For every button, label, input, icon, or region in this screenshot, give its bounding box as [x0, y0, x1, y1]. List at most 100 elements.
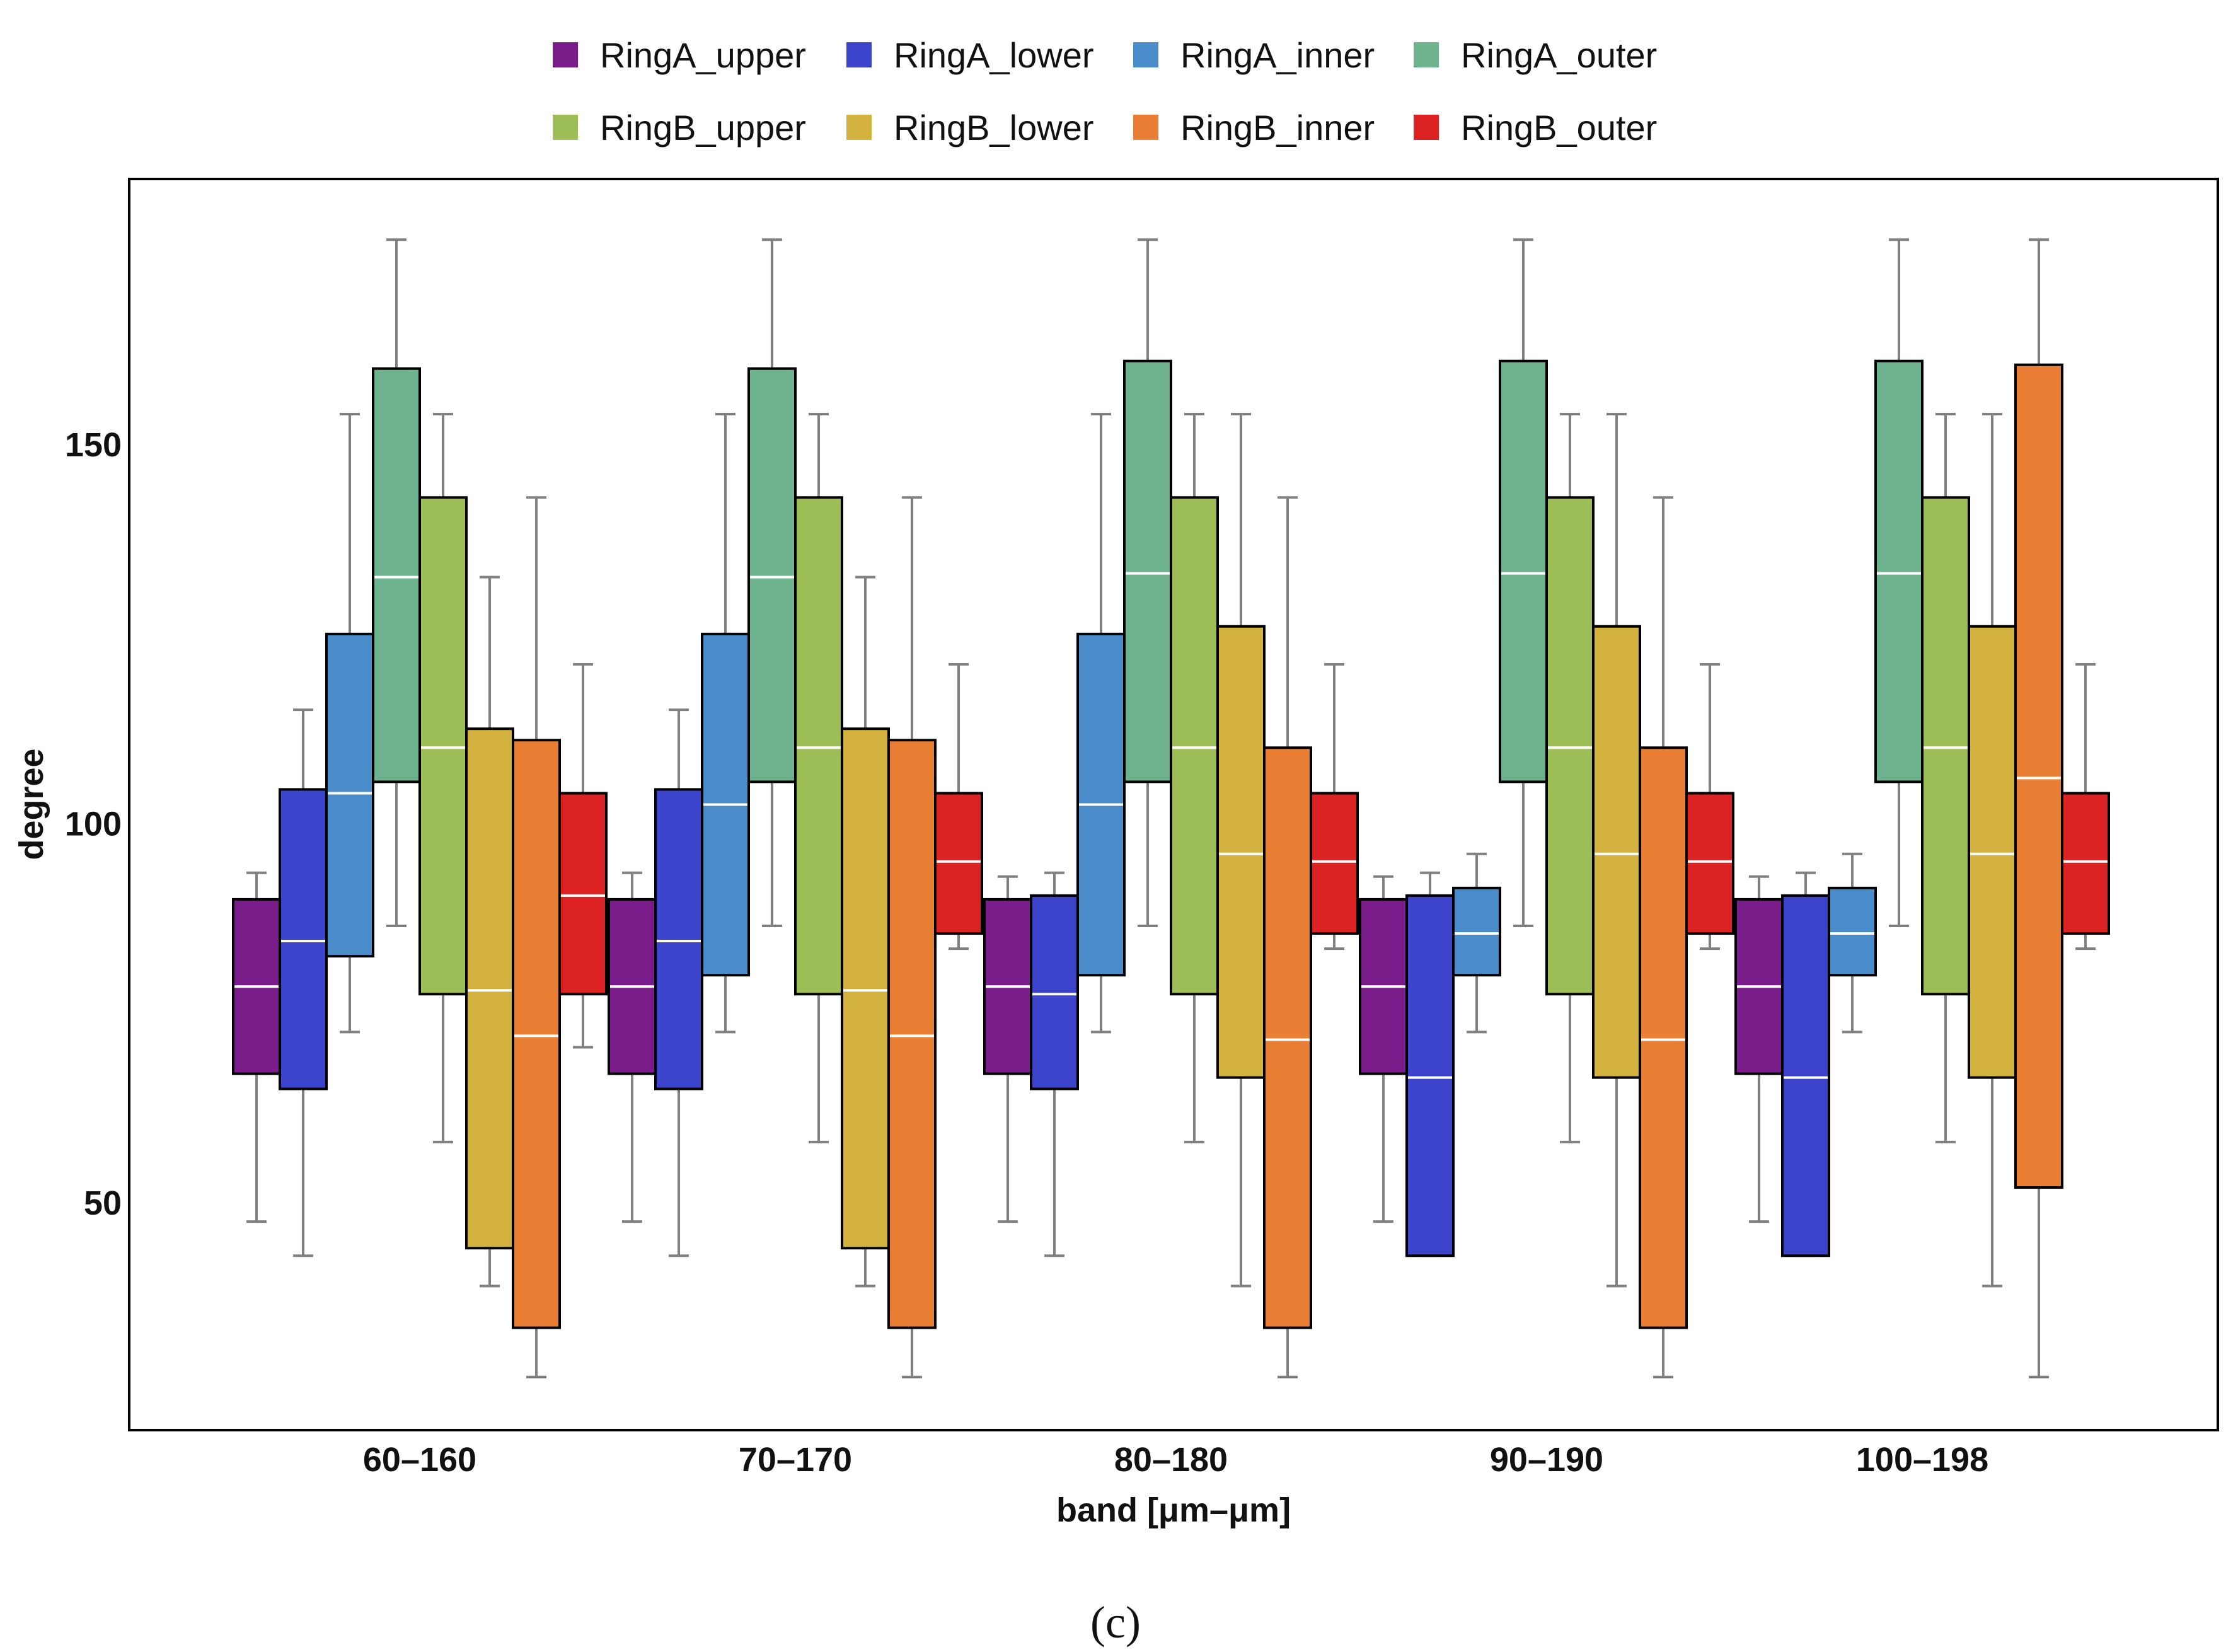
legend-item-ringb-inner: RingB_inner	[1133, 108, 1375, 147]
legend-item-ringa-inner: RingA_inner	[1133, 35, 1375, 75]
y-axis-label: degree	[13, 748, 50, 860]
box-ringa-lower-3	[1030, 871, 1079, 1257]
y-tick-label: 100	[65, 806, 122, 843]
legend-item-ringb-lower: RingB_lower	[846, 108, 1094, 147]
box-body	[1968, 625, 2017, 1079]
figure-caption: (c)	[1090, 1597, 1141, 1648]
box-body	[1170, 496, 1219, 996]
box-ringa-outer-1	[372, 238, 421, 927]
box-ringa-inner-5	[1828, 852, 1877, 1034]
legend-swatch	[846, 42, 872, 67]
box-ringa-inner-4	[1452, 852, 1501, 1034]
x-tick-label: 90–190	[1490, 1441, 1603, 1479]
y-axis: 50 100 150	[65, 426, 122, 1222]
box-body	[1781, 894, 1830, 1257]
box-ringb-lower-5	[1968, 412, 2017, 1288]
legend-label: RingA_lower	[894, 35, 1094, 75]
legend-item-ringa-outer: RingA_outer	[1414, 35, 1657, 75]
x-axis-label: band [μm–μm]	[1056, 1491, 1291, 1529]
box-body	[1216, 625, 1266, 1079]
box-ringb-upper-3	[1170, 412, 1219, 1143]
box-ringa-lower-5	[1781, 871, 1830, 1257]
box-ringa-outer-2	[747, 238, 797, 927]
box-ringb-inner-2	[887, 496, 937, 1378]
legend-swatch	[553, 115, 578, 140]
box-body	[1639, 746, 1688, 1329]
boxes	[232, 238, 2110, 1378]
legend-swatch	[846, 115, 872, 140]
box-body	[465, 727, 514, 1250]
box-ringb-upper-1	[418, 412, 468, 1143]
legend-swatch	[1414, 115, 1439, 140]
box-body	[887, 739, 937, 1329]
box-ringb-inner-1	[512, 496, 561, 1378]
legend-swatch	[553, 42, 578, 67]
box-ringa-lower-1	[279, 708, 328, 1257]
box-body	[2014, 363, 2063, 1189]
box-body	[1310, 792, 1359, 935]
legend-label: RingB_lower	[894, 108, 1094, 147]
box-body	[1874, 359, 1924, 783]
box-ringa-inner-3	[1076, 412, 1126, 1034]
box-ringb-lower-1	[465, 575, 514, 1288]
legend-item-ringa-lower: RingA_lower	[846, 35, 1094, 75]
legend: RingA_upper RingA_lower RingA_inner RingA_o…	[553, 35, 1657, 147]
box-body	[1545, 496, 1595, 996]
box-body	[279, 788, 328, 1090]
box-body	[747, 367, 797, 783]
legend-label: RingB_outer	[1461, 108, 1657, 147]
legend-item-ringb-upper: RingB_upper	[553, 108, 806, 147]
box-ringb-inner-3	[1263, 496, 1312, 1378]
y-tick-label: 50	[84, 1184, 122, 1222]
box-ringa-upper-2	[608, 871, 657, 1223]
box-ringa-lower-2	[654, 708, 703, 1257]
legend-swatch	[1414, 42, 1439, 67]
box-ringb-outer-3	[1310, 662, 1359, 950]
box-ringa-outer-3	[1123, 238, 1172, 927]
box-ringa-inner-1	[325, 412, 374, 1034]
x-tick-label: 70–170	[739, 1441, 852, 1479]
legend-label: RingB_upper	[600, 108, 806, 147]
box-ringa-upper-1	[232, 871, 281, 1223]
legend-label: RingA_upper	[600, 35, 806, 75]
box-ringb-lower-3	[1216, 412, 1266, 1288]
box-body	[1592, 625, 1641, 1079]
box-ringa-lower-4	[1405, 871, 1455, 1257]
box-ringb-inner-4	[1639, 496, 1688, 1378]
box-body	[512, 739, 561, 1329]
box-body	[1921, 496, 1970, 996]
box-body	[1030, 894, 1079, 1090]
box-ringb-lower-2	[841, 575, 890, 1288]
box-ringa-outer-5	[1874, 238, 1924, 927]
box-ringa-outer-4	[1499, 238, 1548, 927]
box-body	[1123, 359, 1172, 783]
box-ringb-outer-4	[1685, 662, 1734, 950]
box-ringb-inner-5	[2014, 238, 2063, 1378]
box-body	[1828, 886, 1877, 977]
legend-label: RingA_outer	[1461, 35, 1657, 75]
x-axis: 60–160 70–170 80–180 90–190 100–198	[363, 1441, 1988, 1479]
box-body	[1405, 894, 1455, 1257]
box-body	[794, 496, 843, 996]
legend-label: RingA_inner	[1180, 35, 1375, 75]
x-tick-label: 100–198	[1856, 1441, 1988, 1479]
legend-label: RingB_inner	[1180, 108, 1375, 147]
box-ringa-upper-3	[983, 875, 1032, 1223]
legend-swatch	[1133, 42, 1158, 67]
legend-item-ringb-outer: RingB_outer	[1414, 108, 1657, 147]
legend-swatch	[1133, 115, 1158, 140]
box-body	[1499, 359, 1548, 783]
box-body	[325, 632, 374, 958]
box-body	[934, 792, 983, 935]
box-body	[1452, 886, 1501, 977]
box-ringa-upper-5	[1734, 875, 1784, 1223]
x-tick-label: 60–160	[363, 1441, 476, 1479]
box-body	[558, 792, 608, 996]
box-body	[1263, 746, 1312, 1329]
box-body	[2061, 792, 2110, 935]
y-tick-label: 150	[65, 426, 122, 464]
box-ringb-outer-1	[558, 662, 608, 1049]
box-ringb-outer-5	[2061, 662, 2110, 950]
x-tick-label: 80–180	[1114, 1441, 1228, 1479]
